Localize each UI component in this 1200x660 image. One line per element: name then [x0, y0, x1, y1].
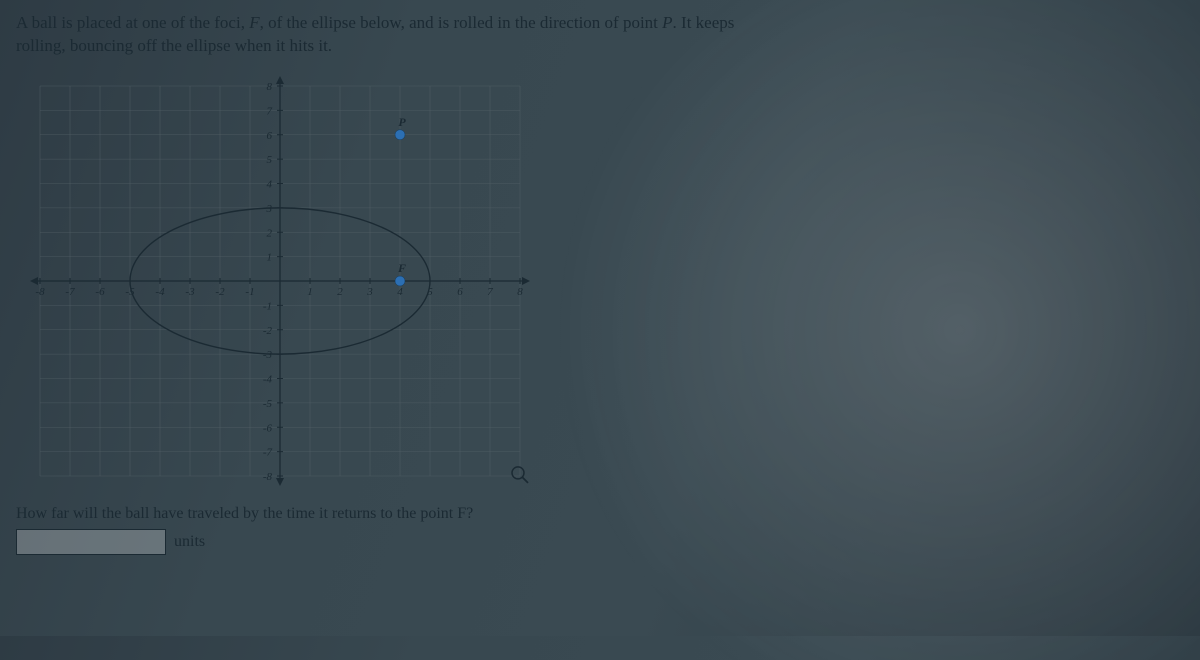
svg-text:4: 4: [267, 178, 273, 190]
units-label: units: [174, 533, 205, 551]
svg-text:7: 7: [487, 286, 493, 298]
svg-text:-3: -3: [185, 286, 195, 298]
ellipse-chart: -8-7-6-5-4-3-2-112345678-8-7-6-5-4-3-2-1…: [20, 66, 1184, 501]
svg-text:1: 1: [267, 252, 273, 264]
svg-text:-8: -8: [35, 286, 45, 298]
svg-text:-7: -7: [65, 286, 75, 298]
q-line1-c: . It keeps: [673, 13, 735, 32]
svg-text:1: 1: [307, 286, 313, 298]
svg-text:-5: -5: [263, 398, 273, 410]
q-line1-b: , of the ellipse below, and is rolled in…: [260, 13, 663, 32]
svg-text:6: 6: [457, 286, 463, 298]
q-line1-F: F: [249, 13, 259, 32]
svg-text:-6: -6: [263, 422, 273, 434]
svg-text:8: 8: [267, 81, 273, 93]
svg-text:8: 8: [517, 286, 523, 298]
svg-text:2: 2: [337, 286, 343, 298]
svg-text:-3: -3: [263, 349, 273, 361]
svg-text:-4: -4: [155, 286, 165, 298]
svg-text:3: 3: [266, 203, 273, 215]
chart-svg: -8-7-6-5-4-3-2-112345678-8-7-6-5-4-3-2-1…: [20, 66, 540, 496]
answer-input[interactable]: [16, 529, 166, 555]
q-line1-P: P: [662, 13, 672, 32]
svg-text:7: 7: [267, 105, 273, 117]
svg-text:4: 4: [397, 286, 403, 298]
q-line2: rolling, bouncing off the ellipse when i…: [16, 36, 332, 55]
prompt-text-F: F: [457, 505, 466, 522]
svg-text:-6: -6: [95, 286, 105, 298]
svg-text:-7: -7: [263, 447, 273, 459]
svg-text:-4: -4: [263, 373, 273, 385]
svg-text:-2: -2: [215, 286, 225, 298]
svg-text:-8: -8: [263, 471, 273, 483]
q-line1-a: A ball is placed at one of the foci,: [16, 13, 249, 32]
svg-text:P: P: [398, 115, 406, 129]
svg-text:5: 5: [267, 154, 273, 166]
svg-text:-1: -1: [263, 300, 272, 312]
svg-text:-2: -2: [263, 325, 273, 337]
svg-text:2: 2: [267, 227, 273, 239]
svg-text:-1: -1: [245, 286, 254, 298]
question-text: A ball is placed at one of the foci, F, …: [16, 12, 1066, 58]
svg-text:F: F: [397, 261, 406, 275]
svg-text:3: 3: [366, 286, 373, 298]
prompt-text-a: How far will the ball have traveled by t…: [16, 505, 457, 522]
svg-text:6: 6: [267, 130, 273, 142]
prompt-text-q: ?: [466, 505, 473, 522]
